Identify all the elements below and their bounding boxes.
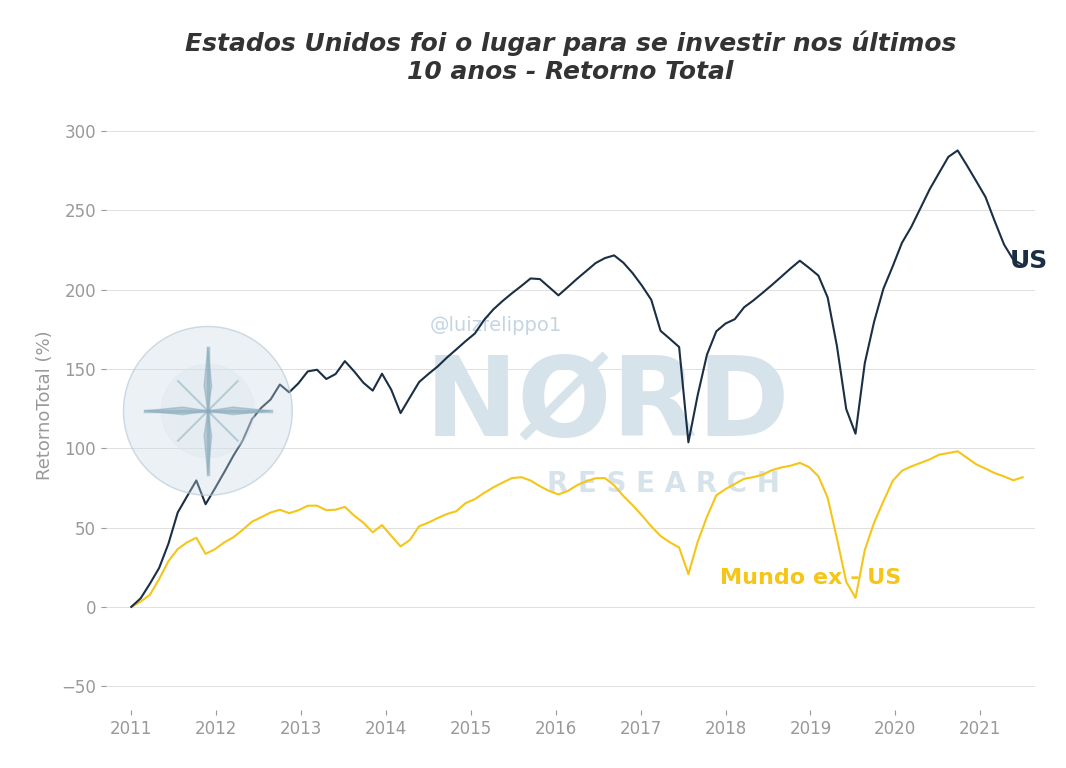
Polygon shape [208, 407, 271, 415]
Polygon shape [204, 411, 212, 474]
Title: Estados Unidos foi o lugar para se investir nos últimos
10 anos - Retorno Total: Estados Unidos foi o lugar para se inves… [184, 31, 956, 84]
Polygon shape [161, 365, 255, 457]
Text: NØRD: NØRD [425, 351, 791, 458]
Text: Mundo ex - US: Mundo ex - US [720, 568, 901, 588]
Polygon shape [204, 348, 212, 411]
Text: @luizfelippo1: @luizfelippo1 [431, 316, 563, 335]
Polygon shape [145, 407, 208, 415]
Polygon shape [124, 326, 292, 495]
Text: US: US [1010, 250, 1048, 273]
Y-axis label: RetornoTotal (%): RetornoTotal (%) [36, 330, 54, 479]
Text: R E S E A R C H: R E S E A R C H [547, 470, 780, 498]
